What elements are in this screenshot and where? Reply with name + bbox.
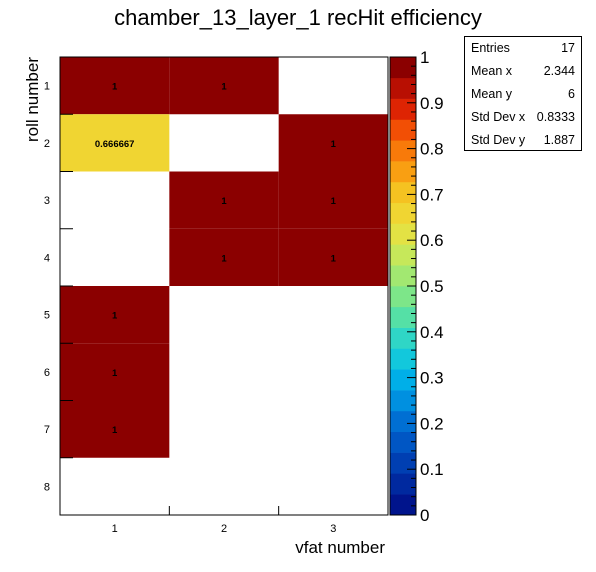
stats-std-y-label: Std Dev y bbox=[471, 133, 526, 147]
stats-row-mean-y: Mean y 6 bbox=[471, 87, 575, 105]
palette-segment bbox=[390, 119, 416, 141]
palette-segment bbox=[390, 494, 416, 516]
x-axis-title: vfat number bbox=[295, 538, 385, 557]
z-tick-label: 0.3 bbox=[420, 369, 444, 388]
cell-value-label: 1 bbox=[331, 139, 337, 150]
stats-mean-x-value: 2.344 bbox=[543, 64, 575, 78]
palette-segment bbox=[390, 57, 416, 79]
cell-value-label: 1 bbox=[331, 253, 337, 264]
stats-row-entries: Entries 17 bbox=[471, 41, 575, 59]
z-tick-label: 0.8 bbox=[420, 140, 444, 159]
cell-value-label: 1 bbox=[221, 253, 227, 264]
cell-value-label: 1 bbox=[221, 196, 227, 207]
y-axis-title: roll number bbox=[23, 57, 42, 142]
z-tick-label: 0.7 bbox=[420, 185, 444, 204]
cell-value-label: 0.666667 bbox=[95, 139, 135, 150]
palette-segment bbox=[390, 410, 416, 433]
heatmap-cell bbox=[60, 400, 170, 458]
palette-segment bbox=[390, 306, 416, 328]
stats-row-std-y: Std Dev y 1.887 bbox=[471, 133, 575, 151]
x-tick-label: 1 bbox=[112, 523, 118, 535]
z-tick-label: 0.4 bbox=[420, 323, 444, 342]
y-tick-label: 7 bbox=[44, 424, 50, 436]
chart-title: chamber_13_layer_1 recHit efficiency bbox=[114, 5, 482, 30]
cells-layer: 1 1 0.666667 1 1 1 1 1 1 1 1 bbox=[60, 57, 388, 458]
z-tick-label: 0.1 bbox=[420, 460, 444, 479]
color-scale: 0 0.1 0.2 0.3 0.4 0.5 0.6 0.7 0.8 0.9 1 bbox=[389, 48, 444, 525]
y-tick-label: 2 bbox=[44, 138, 50, 150]
heatmap-cell bbox=[169, 57, 279, 115]
stats-row-std-x: Std Dev x 0.8333 bbox=[471, 110, 575, 128]
palette-segment bbox=[390, 161, 416, 183]
palette-segment bbox=[390, 431, 416, 453]
z-tick-label: 0.9 bbox=[420, 94, 444, 113]
heatmap-cell bbox=[60, 286, 170, 344]
cell-value-label: 1 bbox=[331, 196, 337, 207]
palette-segment bbox=[390, 140, 416, 162]
y-tick-label: 8 bbox=[44, 481, 50, 493]
palette-segment bbox=[390, 223, 416, 245]
heatmap-cell bbox=[60, 114, 170, 172]
heatmap-cell bbox=[169, 171, 279, 229]
palette-segment bbox=[390, 181, 416, 204]
palette-segment bbox=[390, 390, 416, 412]
z-tick-label: 0.2 bbox=[420, 414, 444, 433]
palette-segment bbox=[390, 202, 416, 224]
stats-std-x-value: 0.8333 bbox=[536, 110, 575, 124]
cell-value-label: 1 bbox=[112, 425, 118, 436]
stats-std-x-label: Std Dev x bbox=[471, 110, 526, 124]
y-tick-label: 4 bbox=[44, 252, 50, 264]
stats-entries-label: Entries bbox=[471, 41, 510, 55]
heatmap-cell bbox=[169, 228, 279, 286]
heatmap-cell bbox=[60, 57, 170, 115]
cell-value-label: 1 bbox=[112, 311, 118, 322]
palette-segment bbox=[390, 265, 416, 287]
z-tick-label: 0.6 bbox=[420, 231, 444, 250]
palette-segment bbox=[390, 77, 416, 99]
z-tick-label: 1 bbox=[420, 48, 429, 67]
axes-layer: 1 2 3 1 2 3 4 5 6 7 8 vfat number roll number bbox=[23, 56, 389, 557]
heatmap-cell bbox=[60, 343, 170, 401]
y-tick-label: 1 bbox=[44, 81, 50, 93]
cell-value-label: 1 bbox=[221, 82, 227, 93]
palette-segment bbox=[390, 473, 416, 495]
y-tick-label: 5 bbox=[44, 310, 50, 322]
stats-mean-x-label: Mean x bbox=[471, 64, 512, 78]
stats-mean-y-value: 6 bbox=[568, 87, 575, 101]
palette-segment bbox=[390, 348, 416, 370]
cell-value-label: 1 bbox=[112, 82, 118, 93]
y-tick-label: 3 bbox=[44, 195, 50, 207]
heatmap-cell bbox=[278, 228, 388, 286]
x-tick-label: 3 bbox=[330, 523, 336, 535]
stats-std-y-value: 1.887 bbox=[543, 133, 575, 147]
z-tick-label: 0 bbox=[420, 506, 429, 525]
palette-segment bbox=[390, 452, 416, 474]
stats-box: Entries 17 Mean x 2.344 Mean y 6 Std Dev… bbox=[464, 36, 582, 151]
palette-segment bbox=[390, 327, 416, 349]
palette-segment bbox=[390, 98, 416, 120]
y-tick-label: 6 bbox=[44, 367, 50, 379]
stats-mean-y-label: Mean y bbox=[471, 87, 512, 101]
palette-segment bbox=[390, 369, 416, 391]
z-tick-label: 0.5 bbox=[420, 277, 444, 296]
palette-segment bbox=[390, 286, 416, 308]
stats-row-mean-x: Mean x 2.344 bbox=[471, 64, 575, 82]
heatmap-cell bbox=[278, 171, 388, 229]
cell-value-label: 1 bbox=[112, 368, 118, 379]
palette-segment bbox=[390, 244, 416, 266]
heatmap-cell bbox=[278, 114, 388, 172]
x-tick-label: 2 bbox=[221, 523, 227, 535]
stats-entries-value: 17 bbox=[561, 41, 575, 55]
